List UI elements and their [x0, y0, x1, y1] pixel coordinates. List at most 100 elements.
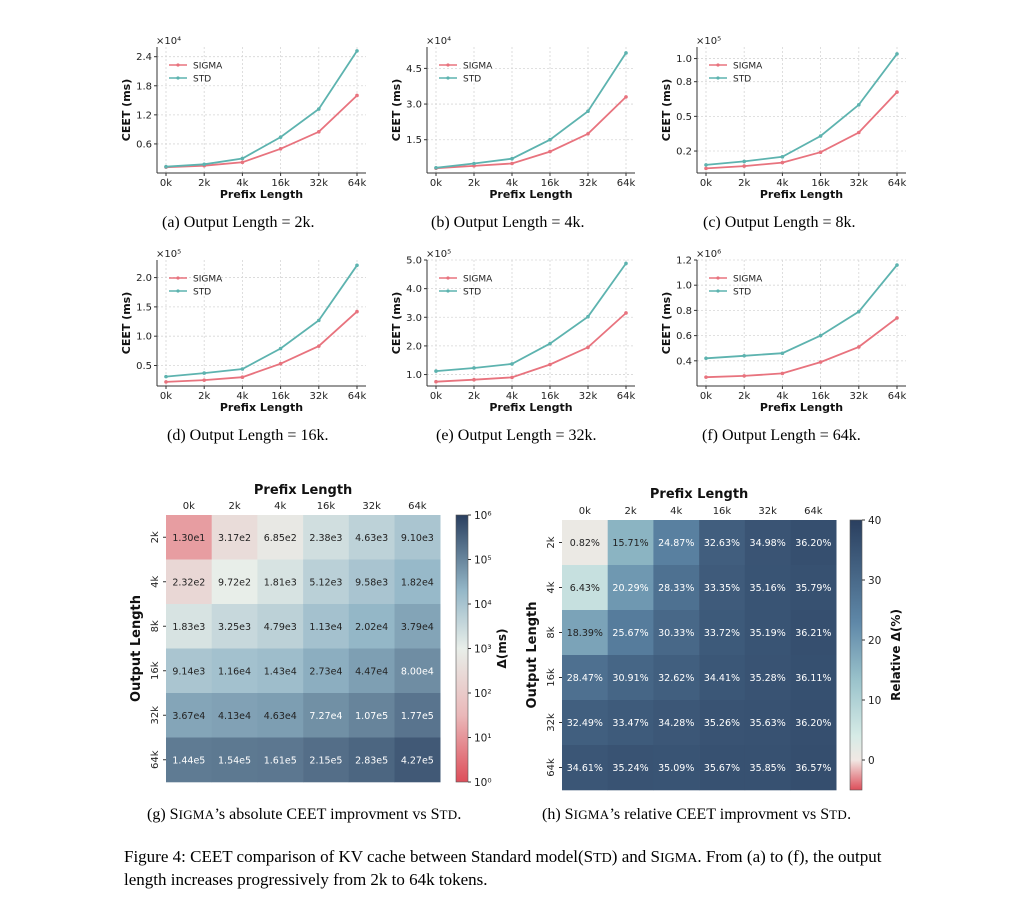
heatmap-cell-label-g: 9.58e3 [355, 577, 388, 588]
heatmap-cell-label-g: 3.79e4 [401, 622, 434, 633]
heatmap-cell-g [348, 515, 395, 560]
legend-label-std-b: STD [463, 75, 481, 85]
colorbar-tick-label-h: 30 [868, 575, 881, 587]
heatmap-y-title-h: Output Length [525, 602, 540, 709]
heatmap-cell-g [394, 559, 441, 605]
heatmap-cell-h [562, 655, 608, 701]
heatmap-cell-label-h: 24.87% [658, 538, 694, 549]
heatmap-cell-g [166, 604, 212, 649]
heatmap-cell-label-h: 33.35% [704, 583, 740, 594]
x-tick-label-f: 0k [700, 391, 712, 402]
heatmap-cell-g [257, 693, 304, 738]
heatmap-cell-h [607, 655, 654, 701]
x-axis-label-f: Prefix Length [760, 401, 843, 414]
heatmap-cell-label-g: 1.44e5 [172, 755, 205, 766]
caption-h-pre: (h) S [542, 806, 574, 823]
heatmap-cell-h [562, 745, 608, 791]
data-point-sigma-f [895, 316, 899, 320]
x-tick-label-a: 4k [236, 178, 248, 189]
heatmap-row-label-g: 32k [150, 706, 161, 725]
data-point-std-e [624, 261, 628, 266]
heatmap-cell-h [790, 520, 837, 566]
y-scale-label-d: ×10⁵ [156, 249, 181, 260]
x-tick-label-d: 0k [160, 391, 172, 402]
x-tick-label-d: 16k [271, 391, 290, 402]
y-tick-label-a: 2.4 [136, 52, 152, 63]
y-tick-label-b: 4.5 [406, 64, 422, 75]
y-scale-label-e: ×10⁵ [426, 249, 451, 260]
series-line-sigma-b [435, 96, 627, 170]
data-point-std-d [164, 374, 168, 379]
data-point-std-b [548, 137, 552, 142]
data-point-std-e [472, 366, 476, 370]
data-point-std-b [472, 161, 476, 166]
heatmap-cell-g [166, 737, 212, 783]
series-line-std-e [435, 262, 627, 372]
x-tick-label-f: 2k [738, 391, 750, 402]
data-point-std-a [202, 162, 206, 167]
heatmap-cell-label-h: 36.20% [795, 538, 831, 549]
data-point-sigma-a [355, 93, 359, 98]
heatmap-cell-label-g: 7.27e4 [309, 711, 342, 722]
heatmap-cell-label-g: 4.63e3 [355, 533, 388, 544]
heatmap-cell-label-g: 4.13e4 [218, 711, 251, 722]
data-point-sigma-d [355, 309, 359, 314]
y-tick-label-a: 1.2 [136, 110, 152, 121]
heatmap-cell-g [348, 693, 395, 738]
heatmap-cell-label-h: 34.61% [567, 763, 603, 774]
data-point-std-a [317, 107, 321, 111]
heatmap-cell-h [653, 745, 700, 791]
heatmap-cell-g [211, 693, 258, 738]
colorbar-tick-label-h: 20 [868, 635, 881, 647]
x-tick-label-b: 4k [506, 178, 518, 189]
data-point-std-d [355, 263, 359, 268]
x-tick-label-b: 64k [617, 178, 636, 189]
legend-marker-sigma-f [716, 276, 720, 280]
data-point-sigma-c [704, 166, 708, 171]
data-point-std-b [624, 51, 628, 55]
heatmap-cell-label-h: 35.85% [750, 763, 786, 774]
heatmap-cell-g [166, 559, 212, 605]
legend-label-std-a: STD [193, 75, 211, 85]
legend-marker-std-d [176, 289, 180, 293]
data-point-std-e [510, 362, 514, 366]
caption-a: (a) Output Length = 2k. [162, 214, 315, 231]
data-point-sigma-e [624, 311, 628, 315]
y-tick-label-a: 1.8 [136, 81, 152, 92]
heatmap-cell-h [744, 700, 791, 746]
legend-label-sigma-d: SIGMA [193, 275, 223, 285]
data-point-sigma-f [780, 371, 785, 376]
x-tick-label-f: 4k [776, 391, 788, 402]
x-tick-label-b: 2k [468, 178, 480, 189]
legend-marker-std-f [716, 289, 720, 293]
y-tick-label-d: 1.0 [136, 332, 152, 343]
heatmap-cell-g [394, 737, 441, 783]
heatmap-col-label-g: 16k [317, 501, 336, 512]
data-point-sigma-c [742, 164, 746, 168]
heatmap-y-title-g: Output Length [129, 595, 144, 702]
data-point-std-d [202, 371, 206, 375]
x-tick-label-e: 32k [579, 391, 598, 402]
heatmap-cell-label-g: 1.61e5 [264, 755, 297, 766]
legend-marker-std-e [446, 289, 450, 293]
colorbar-tick-label-g: 10² [474, 688, 492, 700]
heatmap-cell-label-h: 20.29% [612, 583, 648, 594]
heatmap-row-label-h: 8k [546, 626, 557, 638]
heatmap-cell-h [744, 520, 791, 566]
heatmap-col-label-h: 16k [713, 506, 732, 517]
x-tick-label-c: 16k [811, 178, 830, 189]
heatmap-cell-h [744, 745, 791, 791]
y-tick-label-f: 0.6 [676, 331, 692, 342]
x-tick-label-c: 64k [888, 178, 907, 189]
heatmap-cell-h [653, 655, 700, 701]
x-tick-label-e: 4k [506, 391, 518, 402]
legend-marker-std-b [446, 76, 450, 80]
x-tick-label-d: 4k [236, 391, 248, 402]
data-point-sigma-e [472, 377, 476, 382]
data-point-std-f [780, 351, 785, 356]
caption-h: (h) SIGMA’s relative CEET improvment vs … [542, 806, 851, 824]
heatmap-cell-h [790, 745, 837, 791]
x-axis-label-c: Prefix Length [760, 188, 843, 201]
heatmap-cell-label-g: 2.15e5 [309, 755, 342, 766]
